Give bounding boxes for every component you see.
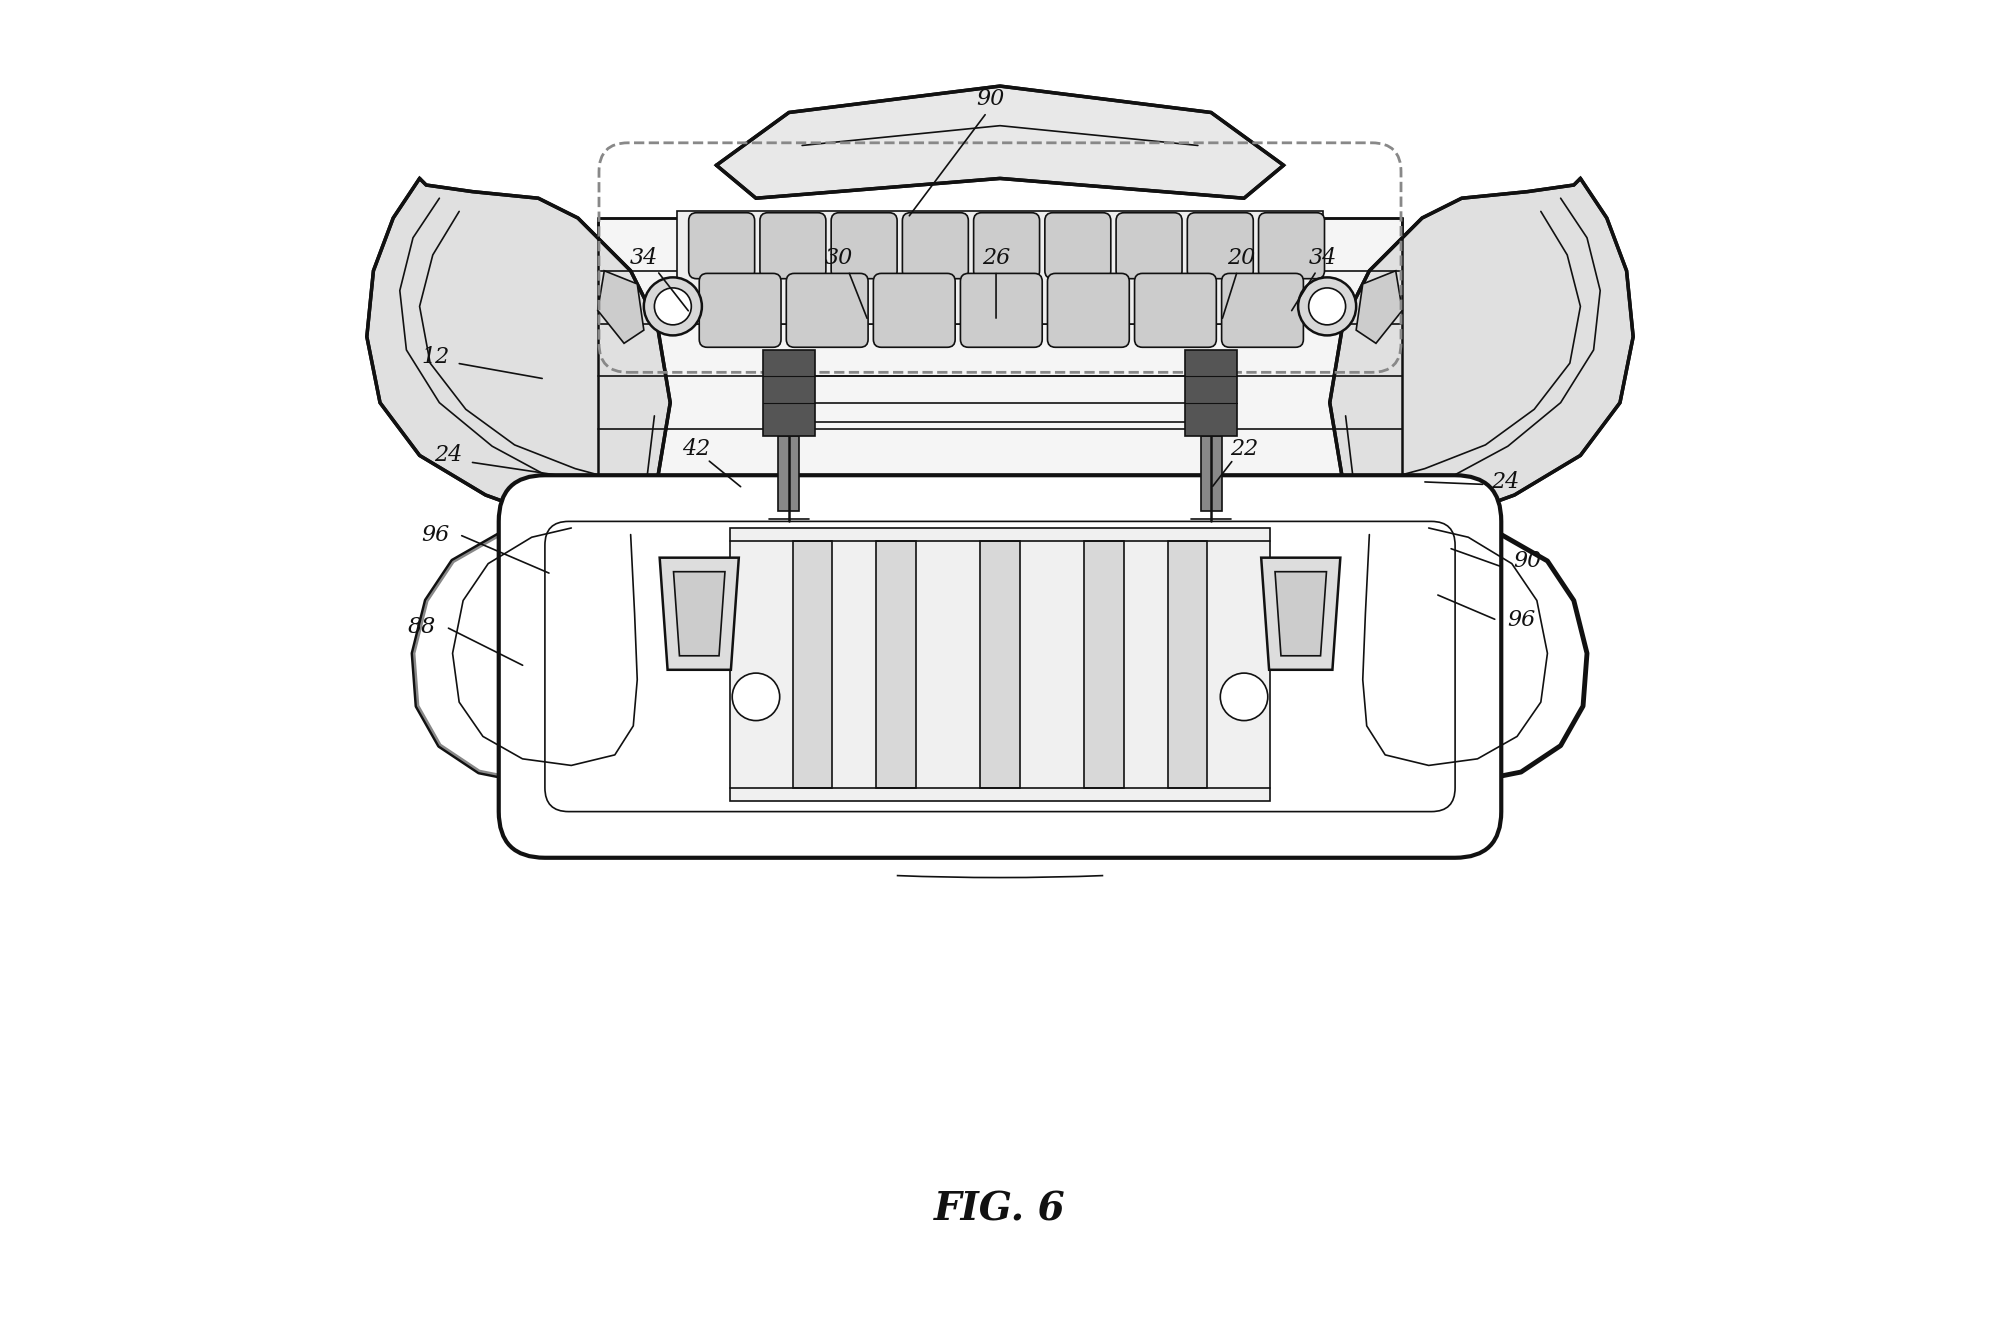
Text: 42: 42	[682, 437, 710, 460]
FancyBboxPatch shape	[1048, 273, 1130, 348]
Text: 88: 88	[408, 616, 436, 639]
FancyBboxPatch shape	[700, 273, 782, 348]
Polygon shape	[1184, 351, 1238, 436]
Circle shape	[1308, 288, 1346, 325]
Polygon shape	[676, 212, 1324, 324]
Text: 24: 24	[1492, 471, 1520, 493]
FancyBboxPatch shape	[1258, 213, 1324, 279]
Text: 30: 30	[824, 247, 854, 268]
Text: FIG. 6: FIG. 6	[934, 1190, 1066, 1229]
Polygon shape	[792, 541, 832, 788]
Text: 26: 26	[982, 247, 1010, 268]
FancyBboxPatch shape	[874, 273, 956, 348]
Circle shape	[732, 673, 780, 721]
FancyBboxPatch shape	[1222, 273, 1304, 348]
Polygon shape	[1356, 271, 1402, 344]
Text: 22: 22	[1230, 437, 1258, 460]
FancyBboxPatch shape	[1044, 213, 1110, 279]
FancyBboxPatch shape	[832, 213, 898, 279]
Polygon shape	[598, 271, 644, 344]
FancyBboxPatch shape	[1116, 213, 1182, 279]
Polygon shape	[762, 351, 816, 436]
Polygon shape	[778, 436, 800, 511]
FancyBboxPatch shape	[786, 273, 868, 348]
Polygon shape	[1168, 541, 1208, 788]
Polygon shape	[660, 557, 738, 669]
Polygon shape	[366, 179, 670, 521]
Polygon shape	[1200, 436, 1222, 511]
Polygon shape	[1276, 572, 1326, 656]
FancyBboxPatch shape	[902, 213, 968, 279]
Text: 96: 96	[1506, 609, 1536, 632]
FancyBboxPatch shape	[960, 273, 1042, 348]
Text: 34: 34	[1310, 247, 1338, 268]
Polygon shape	[876, 541, 916, 788]
Polygon shape	[980, 541, 1020, 788]
Circle shape	[1220, 673, 1268, 721]
Text: 34: 34	[630, 247, 658, 268]
FancyBboxPatch shape	[1134, 273, 1216, 348]
FancyBboxPatch shape	[688, 213, 754, 279]
Polygon shape	[674, 572, 724, 656]
FancyBboxPatch shape	[1188, 213, 1254, 279]
Text: 90: 90	[1514, 551, 1542, 572]
Polygon shape	[412, 524, 654, 782]
Circle shape	[1298, 277, 1356, 336]
Polygon shape	[1330, 179, 1634, 521]
FancyBboxPatch shape	[974, 213, 1040, 279]
Text: 12: 12	[422, 345, 450, 368]
Polygon shape	[716, 87, 1284, 199]
FancyBboxPatch shape	[760, 213, 826, 279]
Text: 96: 96	[422, 524, 450, 545]
Text: 90: 90	[976, 88, 1004, 111]
Polygon shape	[1084, 541, 1124, 788]
Circle shape	[654, 288, 692, 325]
Text: 20: 20	[1228, 247, 1256, 268]
Text: 24: 24	[434, 444, 462, 467]
Polygon shape	[598, 219, 1402, 535]
Polygon shape	[1262, 557, 1340, 669]
FancyBboxPatch shape	[498, 476, 1502, 857]
Circle shape	[644, 277, 702, 336]
Polygon shape	[730, 528, 1270, 801]
